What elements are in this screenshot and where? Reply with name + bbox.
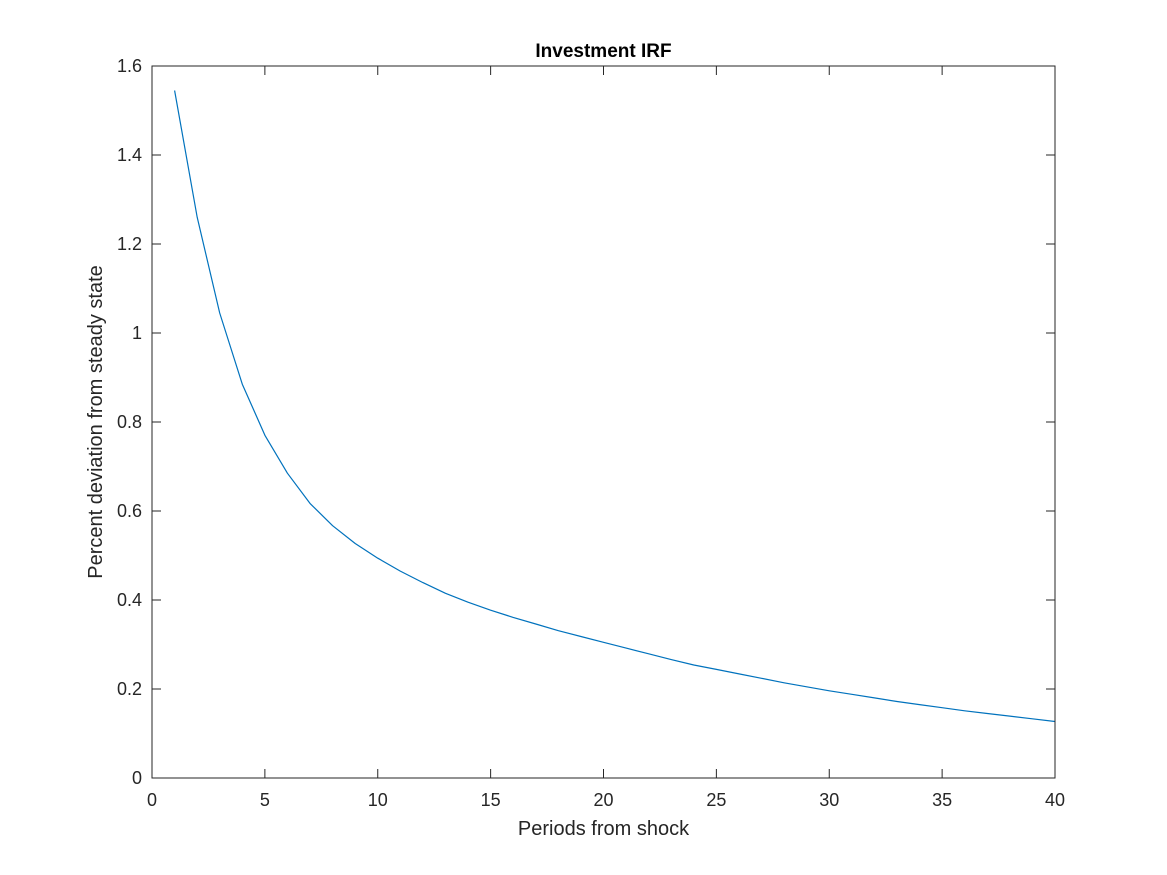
x-tick-label: 20 [593, 790, 613, 810]
series-layer [174, 90, 1056, 723]
y-tick-label: 0.8 [117, 412, 142, 432]
tick-labels: 0 5 10 15 20 25 30 35 40 0 0.2 0.4 0.6 0.8 1 1.2 1.4 1.6 [117, 56, 1065, 810]
x-axis-label: Periods from shock [518, 818, 690, 840]
x-tick-label: 10 [368, 790, 388, 810]
y-axis-label: Percent deviation from steady state [85, 265, 107, 579]
x-tick-label: 25 [706, 790, 726, 810]
y-tick-label: 1.2 [117, 234, 142, 254]
x-tick-label: 30 [819, 790, 839, 810]
x-tick-label: 15 [481, 790, 501, 810]
x-tick-label: 0 [147, 790, 157, 810]
x-tick-label: 40 [1045, 790, 1065, 810]
y-tick-label: 0.2 [117, 679, 142, 699]
x-tick-label: 35 [932, 790, 952, 810]
axes-box [151, 65, 1056, 779]
y-tick-label: 1.4 [117, 145, 142, 165]
y-tick-label: 0.6 [117, 501, 142, 521]
y-tick-label: 1.6 [117, 56, 142, 76]
y-tick-label: 0.4 [117, 590, 142, 610]
y-tick-label: 0 [132, 768, 142, 788]
chart-title: Investment IRF [535, 41, 671, 62]
plot-area [152, 66, 1055, 778]
x-tick-label: 5 [260, 790, 270, 810]
series-line [174, 90, 1056, 723]
y-tick-label: 1 [132, 323, 142, 343]
